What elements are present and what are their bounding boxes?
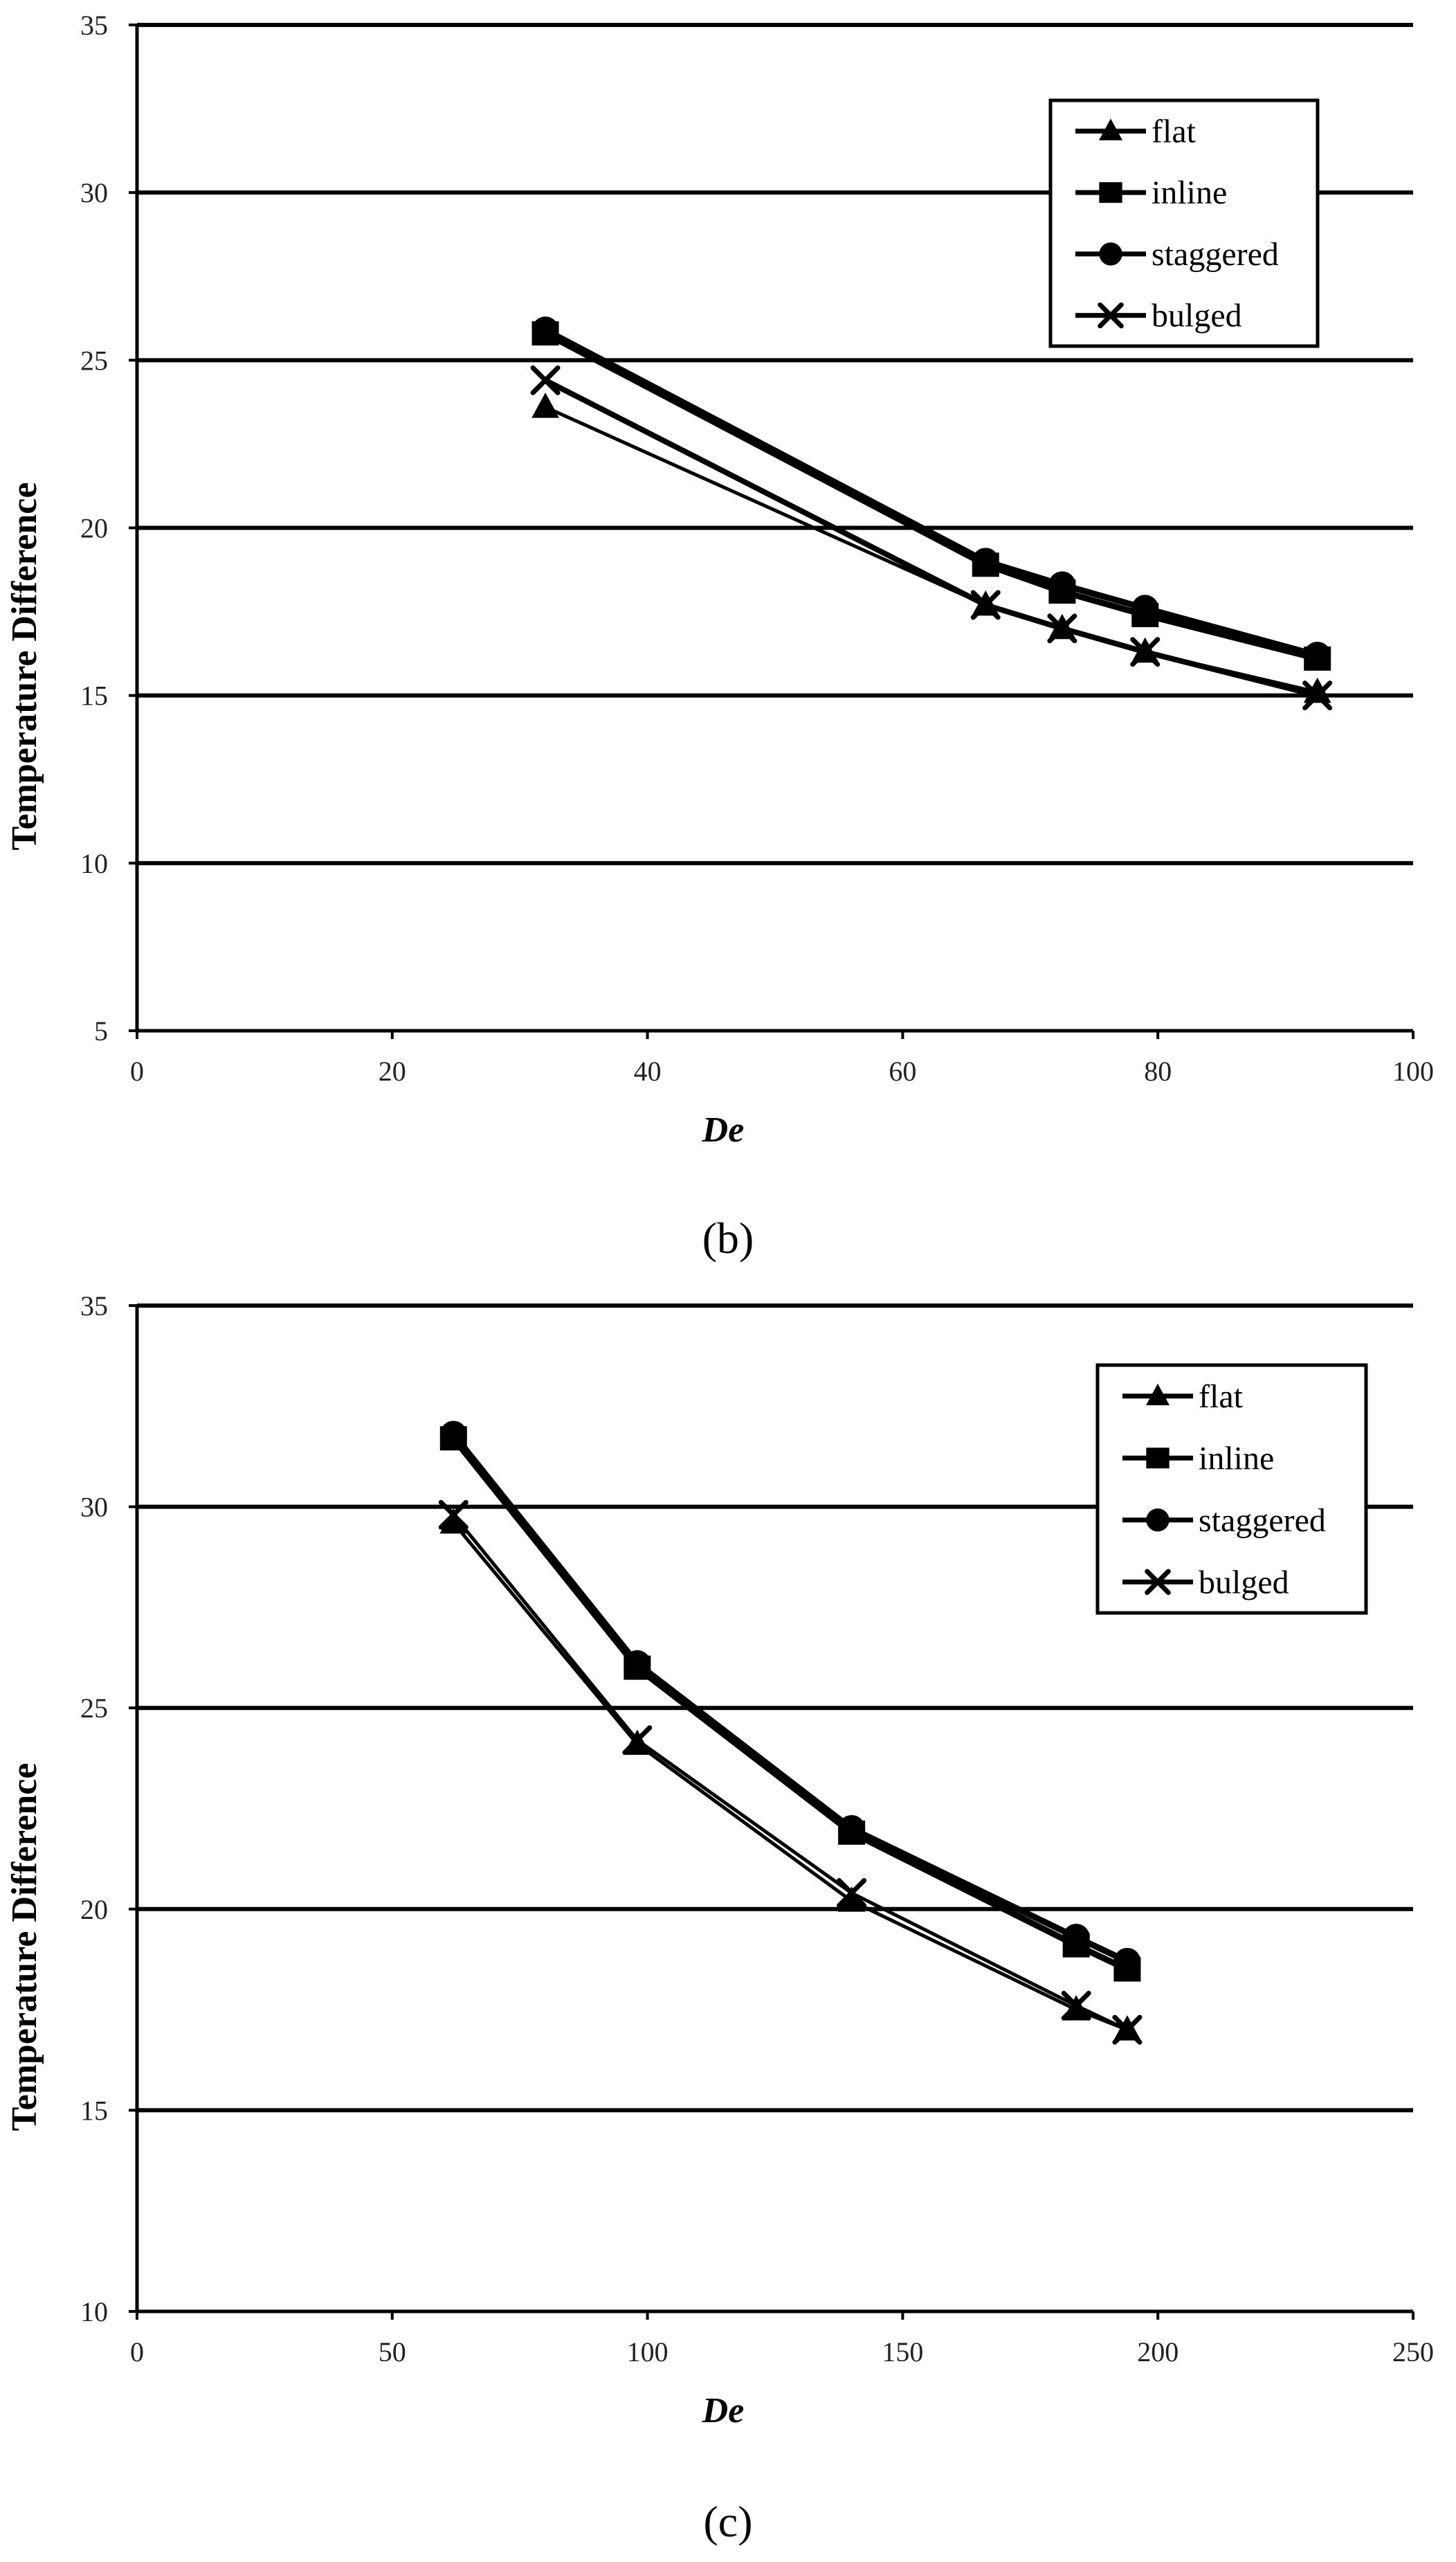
series-line-staggered bbox=[450, 1431, 1131, 1965]
legend-label-bulged: bulged bbox=[1152, 298, 1242, 334]
legend-marker-flat bbox=[1099, 118, 1122, 141]
x-tick-label: 40 bbox=[634, 1056, 662, 1087]
x-tick-label: 200 bbox=[1137, 2336, 1179, 2367]
point-flat bbox=[531, 393, 559, 418]
point-staggered bbox=[1304, 642, 1331, 669]
y-tick-label: 25 bbox=[80, 1693, 108, 1724]
series-line-flat bbox=[543, 405, 1320, 694]
series-line-inline bbox=[450, 1435, 1131, 1973]
legend-marker-staggered bbox=[1146, 1508, 1170, 1532]
point-bulged bbox=[1061, 1990, 1091, 2021]
x-axis-title: De bbox=[702, 1110, 745, 1150]
legend-marker-inline bbox=[1099, 182, 1122, 204]
y-tick-label: 35 bbox=[80, 10, 108, 41]
series-bulged bbox=[438, 1499, 1143, 2045]
chart-c: 10 15 20 25 30 35 0 50 100 150 200 250 De Temperature… bbox=[5, 1290, 1434, 2546]
panel-label: (c) bbox=[703, 2497, 752, 2546]
point-bulged bbox=[1302, 680, 1333, 711]
y-tick-label: 10 bbox=[80, 2296, 108, 2327]
series-bulged bbox=[530, 365, 1333, 711]
legend-box bbox=[1095, 1363, 1368, 1615]
series-staggered bbox=[439, 1420, 1141, 1975]
point-staggered bbox=[531, 316, 559, 344]
point-bulged bbox=[530, 365, 561, 395]
legend: flat inline staggered bulged bbox=[1048, 98, 1320, 348]
x-tick-label: 100 bbox=[1392, 1056, 1434, 1087]
y-tick-label: 15 bbox=[80, 680, 108, 712]
series-line-flat bbox=[451, 1521, 1129, 2032]
y-tick-label: 5 bbox=[94, 1016, 108, 1047]
point-staggered bbox=[1131, 595, 1159, 622]
legend-box bbox=[1048, 98, 1320, 348]
point-staggered bbox=[838, 1815, 866, 1843]
legend-marker-bulged bbox=[1098, 302, 1124, 329]
chart-b: 5 10 15 20 25 30 35 0 20 40 60 80 100 De Temperature D… bbox=[5, 10, 1434, 1263]
y-tick-label: 25 bbox=[80, 345, 108, 376]
panel-label: (b) bbox=[702, 1214, 754, 1263]
series-line-bulged bbox=[451, 1513, 1129, 2032]
y-tick-label: 20 bbox=[80, 1894, 108, 1925]
y-axis-title: Temperature Difference bbox=[5, 1763, 44, 2131]
y-tick-label: 15 bbox=[80, 2095, 108, 2126]
point-staggered bbox=[1062, 1923, 1090, 1951]
series-inline bbox=[531, 321, 1331, 671]
point-bulged bbox=[837, 1878, 867, 1909]
y-tick-label: 30 bbox=[80, 1492, 108, 1523]
legend-label-flat: flat bbox=[1152, 113, 1196, 150]
point-staggered bbox=[439, 1420, 467, 1448]
x-tick-label: 150 bbox=[882, 2336, 923, 2367]
x-tick-label: 20 bbox=[379, 1056, 406, 1087]
y-tick-label: 30 bbox=[80, 177, 108, 208]
point-bulged bbox=[1130, 637, 1161, 667]
point-staggered bbox=[624, 1650, 651, 1677]
legend: flat inline staggered bulged bbox=[1095, 1363, 1368, 1615]
legend-marker-inline bbox=[1146, 1447, 1170, 1469]
x-tick-label: 60 bbox=[889, 1056, 916, 1087]
y-tick-label: 20 bbox=[80, 513, 108, 544]
y-tick-label: 35 bbox=[80, 1290, 108, 1321]
point-bulged bbox=[970, 590, 1001, 620]
point-bulged bbox=[438, 1499, 468, 1530]
legend-label-flat: flat bbox=[1199, 1378, 1244, 1415]
series-line-staggered bbox=[542, 327, 1321, 659]
point-bulged bbox=[1047, 613, 1077, 644]
point-bulged bbox=[622, 1725, 653, 1756]
x-tick-label: 0 bbox=[130, 1056, 144, 1087]
legend-label-staggered: staggered bbox=[1199, 1502, 1326, 1539]
legend-label-staggered: staggered bbox=[1152, 236, 1279, 273]
point-staggered bbox=[1113, 1947, 1141, 1975]
point-staggered bbox=[1048, 571, 1076, 599]
x-tick-label: 100 bbox=[627, 2336, 668, 2367]
legend-label-inline: inline bbox=[1199, 1440, 1274, 1477]
series-inline bbox=[439, 1426, 1141, 1982]
legend-marker-flat bbox=[1146, 1383, 1170, 1405]
legend-marker-staggered bbox=[1099, 242, 1122, 266]
point-staggered bbox=[972, 548, 999, 575]
series-flat bbox=[439, 1508, 1141, 2041]
series-staggered bbox=[531, 316, 1331, 669]
legend-marker-bulged bbox=[1145, 1569, 1171, 1596]
legend-label-bulged: bulged bbox=[1199, 1564, 1289, 1600]
x-tick-label: 0 bbox=[130, 2336, 144, 2367]
x-tick-label: 80 bbox=[1144, 1056, 1172, 1087]
x-tick-label: 250 bbox=[1392, 2336, 1434, 2367]
series-flat bbox=[531, 393, 1331, 703]
legend-label-inline: inline bbox=[1152, 174, 1227, 211]
x-axis-title: De bbox=[702, 2391, 745, 2430]
y-axis-title: Temperature Difference bbox=[5, 482, 44, 851]
y-tick-label: 10 bbox=[80, 848, 108, 879]
point-bulged bbox=[1112, 2014, 1143, 2045]
x-tick-label: 50 bbox=[379, 2336, 406, 2367]
series-line-inline bbox=[542, 330, 1321, 662]
